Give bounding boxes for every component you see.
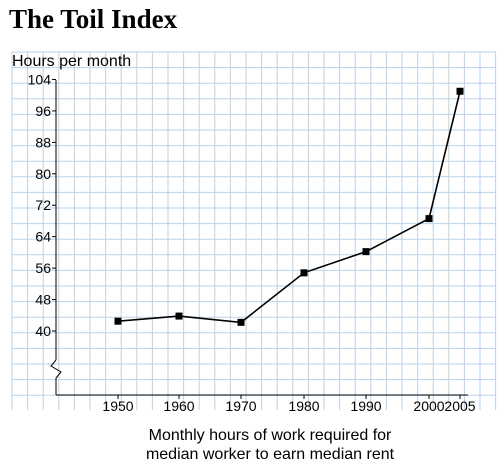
y-tick-label: 88 [35,134,51,150]
data-point-marker [114,317,122,325]
y-tick-label: 48 [35,292,51,308]
x-tick-label: 2000 [413,398,444,414]
data-point-marker [456,87,464,95]
series-layer [114,87,464,326]
y-tick-label: 72 [35,197,51,213]
y-tick-label: 56 [35,260,51,276]
label-layer: 40 48 56 64 72 80 88 96 104 1950 1960 1970 1980 1990 2… [12,53,476,463]
y-tick-label: 64 [35,229,51,245]
x-tick-label: 1990 [350,398,381,414]
y-tick-label: 96 [35,103,51,119]
x-tick-label: 1980 [288,398,319,414]
x-axis-label-line: median worker to earn median rent [146,446,395,463]
data-point-marker [425,215,433,223]
data-point-marker [175,312,183,320]
y-tick-label: 104 [28,71,52,87]
y-tick-label: 80 [35,166,51,182]
x-axis-label-line: Monthly hours of work required for [149,427,392,444]
x-tick-label: 2005 [444,398,475,414]
x-tick-label: 1960 [163,398,194,414]
chart-title: The Toil Index [9,4,178,34]
data-point-marker [300,269,308,277]
data-point-marker [362,248,370,256]
chart-axes [50,78,468,399]
series-line [117,91,461,324]
y-axis-label: Hours per month [12,53,131,70]
x-tick-label: 1970 [225,398,256,414]
y-tick-label: 40 [35,323,51,339]
data-point-marker [237,318,245,326]
chart-grid [11,51,497,410]
x-tick-label: 1950 [102,398,133,414]
y-axis-break [50,359,62,379]
